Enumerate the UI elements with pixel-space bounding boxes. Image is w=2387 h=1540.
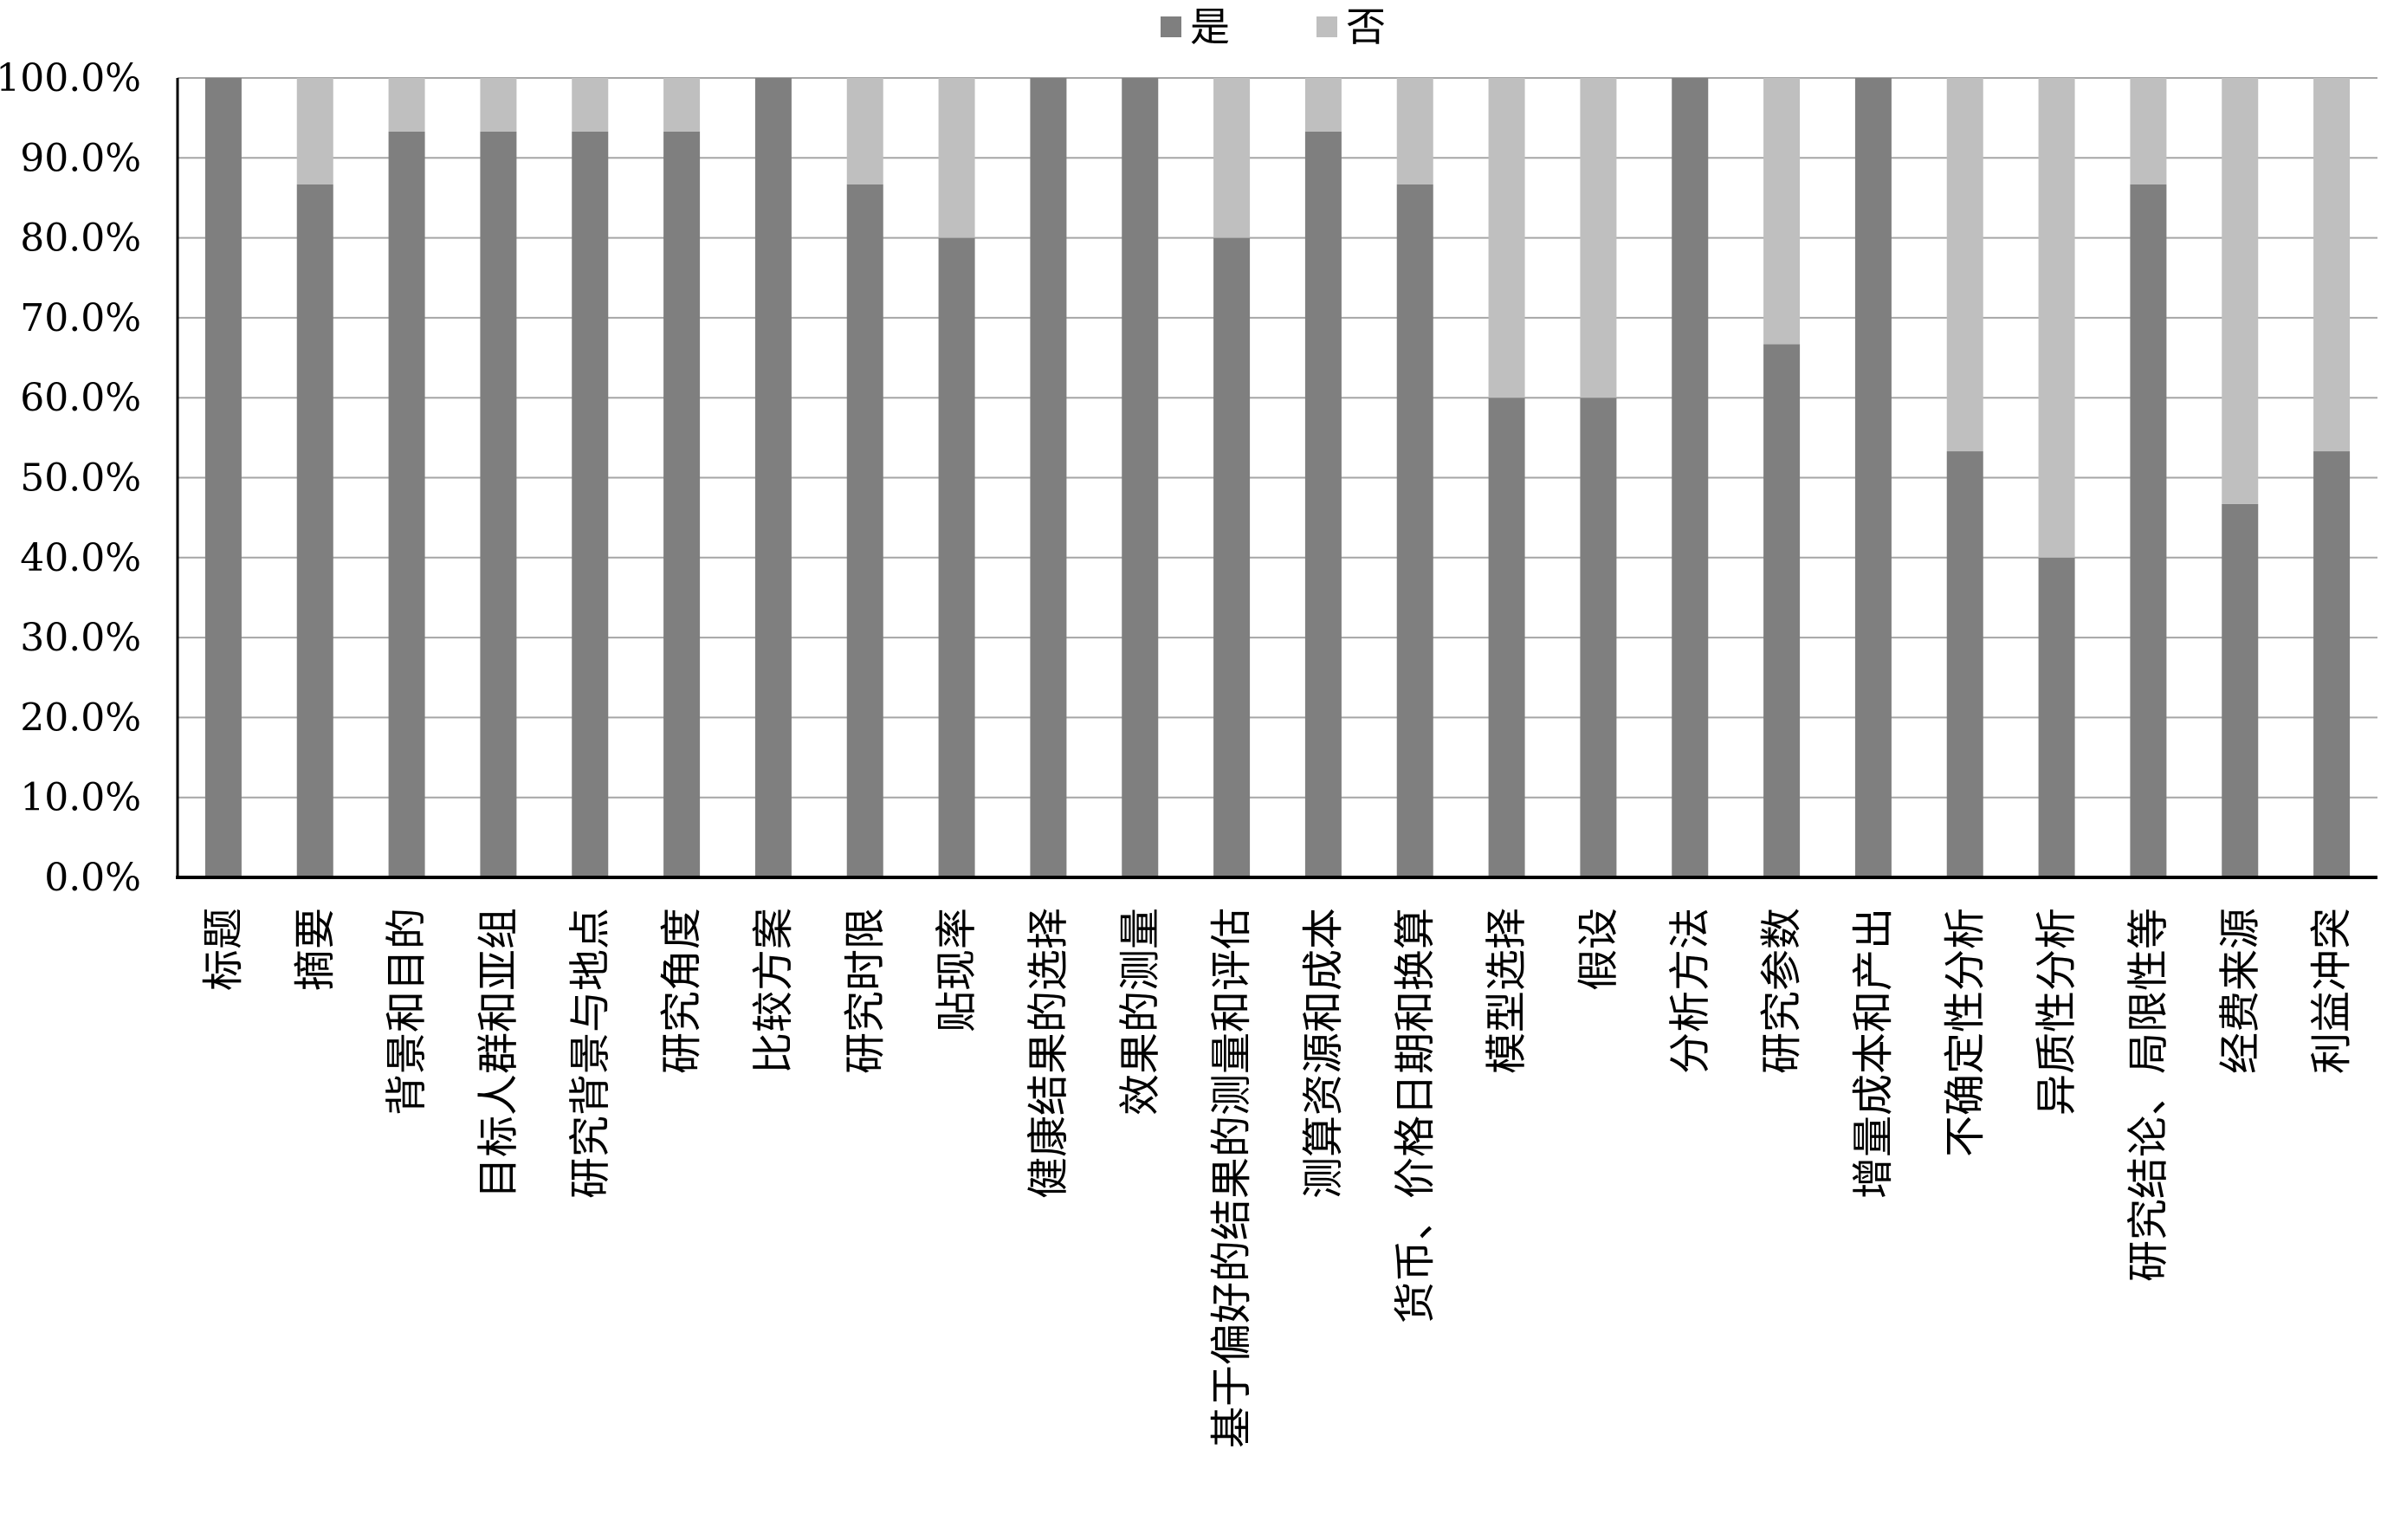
x-category-label: 异质性分析 bbox=[2033, 908, 2081, 1116]
y-tick-label: 100.0% bbox=[0, 56, 141, 100]
bar-segment-yes bbox=[296, 184, 333, 877]
bar-segment-no bbox=[572, 78, 609, 132]
legend-swatch bbox=[1161, 16, 1181, 37]
bar-segment-yes bbox=[204, 78, 242, 877]
bar-segment-yes bbox=[1304, 131, 1342, 877]
bar-segment-yes bbox=[572, 131, 609, 877]
x-category-label: 分析方法 bbox=[1666, 908, 1714, 1074]
y-tick-label: 50.0% bbox=[20, 456, 141, 501]
x-category-label: 研究背景与地点 bbox=[566, 908, 614, 1199]
bar-segment-no bbox=[1763, 78, 1801, 345]
y-axis-tick-labels: 0.0% 10.0% 20.0% 30.0% 40.0% 50.0% 60.0% 70.0% 8… bbox=[0, 56, 141, 900]
x-category-label: 模型选择 bbox=[1483, 908, 1531, 1074]
bar-segment-yes bbox=[2313, 451, 2351, 877]
bar-segment-no bbox=[2222, 78, 2259, 504]
x-category-label: 健康结果的选择 bbox=[1024, 908, 1072, 1199]
bar-segment-no bbox=[938, 78, 975, 238]
legend-label: 否 bbox=[1346, 3, 1386, 50]
x-category-label: 经费来源 bbox=[2216, 908, 2264, 1074]
bar-segment-yes bbox=[1213, 237, 1251, 878]
bar-segment-yes bbox=[1580, 398, 1617, 877]
bar-segment-yes bbox=[754, 78, 792, 877]
bars bbox=[204, 78, 2351, 878]
x-category-label: 货币、价格日期和换算 bbox=[1391, 908, 1439, 1323]
y-tick-label: 80.0% bbox=[20, 217, 141, 261]
bar-segment-yes bbox=[480, 131, 517, 877]
y-tick-label: 60.0% bbox=[20, 376, 141, 420]
bar-segment-yes bbox=[2222, 503, 2259, 877]
bar-segment-no bbox=[1396, 78, 1433, 184]
legend-label: 是 bbox=[1190, 3, 1230, 50]
bar-segment-yes bbox=[846, 184, 883, 877]
bar-segment-no bbox=[2038, 78, 2075, 558]
bar-segment-no bbox=[480, 78, 517, 132]
bar-segment-no bbox=[1488, 78, 1525, 398]
x-category-label: 摘要 bbox=[291, 908, 340, 991]
x-category-label: 研究参数 bbox=[1757, 908, 1806, 1074]
x-category-label: 比较方案 bbox=[749, 908, 798, 1074]
bar-segment-yes bbox=[1396, 184, 1433, 877]
bar-segment-yes bbox=[1763, 344, 1801, 877]
x-category-label: 目标人群和亚组 bbox=[474, 908, 522, 1199]
bar-segment-no bbox=[296, 78, 333, 184]
x-category-label: 研究结论、局限性等 bbox=[2124, 908, 2172, 1282]
bar-segment-yes bbox=[2130, 184, 2167, 877]
x-category-label: 研究角度 bbox=[657, 908, 706, 1074]
y-tick-label: 30.0% bbox=[20, 616, 141, 660]
legend-swatch bbox=[1316, 16, 1337, 37]
bar-segment-yes bbox=[1122, 78, 1159, 877]
bar-segment-no bbox=[846, 78, 883, 184]
bar-segment-yes bbox=[1030, 78, 1067, 877]
y-tick-label: 0.0% bbox=[44, 856, 141, 900]
x-category-label: 研究时限 bbox=[841, 908, 889, 1074]
bar-segment-yes bbox=[1946, 451, 1983, 877]
bar-segment-no bbox=[1580, 78, 1617, 398]
x-category-label: 贴现率 bbox=[933, 908, 981, 1032]
y-tick-label: 10.0% bbox=[20, 776, 141, 820]
y-tick-label: 90.0% bbox=[20, 136, 141, 180]
x-category-label: 利益冲突 bbox=[2307, 908, 2356, 1074]
x-category-label: 效果的测量 bbox=[1116, 908, 1164, 1116]
x-category-label: 增量成本和产出 bbox=[1849, 908, 1898, 1199]
bar-segment-yes bbox=[1672, 78, 1709, 877]
x-category-label: 测算资源和成本 bbox=[1299, 908, 1348, 1199]
x-category-label: 假设 bbox=[1574, 908, 1622, 991]
x-axis-category-labels: 标题 摘要 背景和目的 目标人群和亚组 研究背景与地点 研究角度 比较方案 研究时限 贴现率 健康… bbox=[199, 908, 2356, 1448]
bar-segment-yes bbox=[2038, 557, 2075, 877]
bar-segment-no bbox=[2130, 78, 2167, 184]
x-category-label: 标题 bbox=[199, 908, 248, 991]
gridlines bbox=[178, 77, 2377, 799]
axes bbox=[176, 78, 2377, 879]
x-category-label: 基于偏好的结果的测量和评估 bbox=[1207, 908, 1256, 1448]
x-category-label: 背景和目的 bbox=[383, 908, 431, 1116]
x-category-label: 不确定性分析 bbox=[1941, 908, 1989, 1157]
bar-segment-yes bbox=[1488, 398, 1525, 877]
bar-segment-no bbox=[2313, 78, 2351, 452]
bar-segment-yes bbox=[938, 237, 975, 878]
bar-segment-no bbox=[663, 78, 701, 132]
y-tick-label: 20.0% bbox=[20, 696, 141, 740]
bar-segment-no bbox=[388, 78, 425, 132]
bar-segment-no bbox=[1946, 78, 1983, 452]
y-tick-label: 40.0% bbox=[20, 536, 141, 580]
bar-segment-yes bbox=[1854, 78, 1892, 877]
bar-segment-no bbox=[1304, 78, 1342, 132]
bar-segment-yes bbox=[663, 131, 701, 877]
legend: 是否 bbox=[1161, 3, 1386, 50]
bar-segment-no bbox=[1213, 78, 1251, 238]
y-tick-label: 70.0% bbox=[20, 296, 141, 340]
bar-segment-yes bbox=[388, 131, 425, 877]
